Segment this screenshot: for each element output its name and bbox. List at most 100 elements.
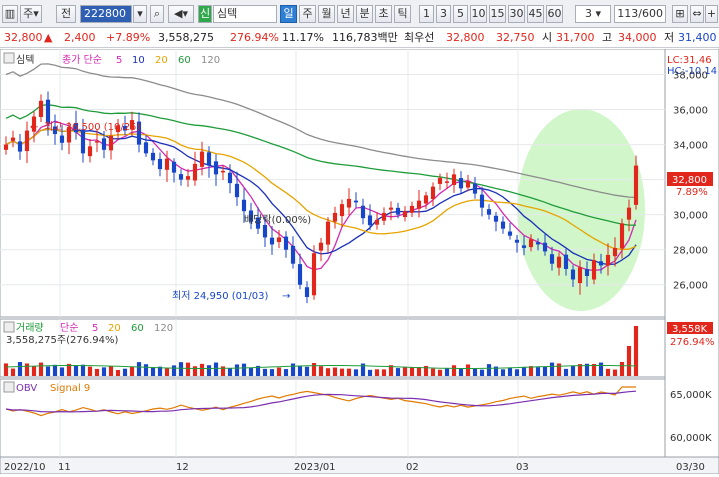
volume-bar [556,363,562,376]
volume-bar [94,368,100,376]
volume-bar [465,364,471,376]
left-arrow-icon: ← [30,122,38,133]
stock-name-field[interactable]: 심텍 [213,5,277,23]
candle-body [38,100,44,117]
interval-30-button[interactable]: 30 [508,5,525,23]
search-icon[interactable]: ⌕ [150,5,164,23]
trade-amount: 116,783백만 [332,31,398,44]
volume-bar [528,366,534,376]
panel-menu-icon[interactable] [3,52,15,64]
volume-bar [213,362,219,376]
candle-body [73,122,79,133]
volume-bar [500,369,506,376]
open-price: 31,700 [556,31,595,44]
candle-body [479,194,485,208]
volume-bar [150,367,156,376]
candle-body [45,99,51,124]
volume-bar [269,369,275,376]
ma-120-line [5,63,637,199]
candle-body [234,183,240,198]
candle-body [171,161,177,173]
volume-bar [395,368,401,376]
compress-icon[interactable]: ⇔ [690,5,704,23]
candle-body [619,223,625,249]
dropdown-icon[interactable]: ▾ [133,5,147,23]
candle-body [409,205,415,213]
period-2-button[interactable]: 월 [318,5,335,23]
low-annotation: 최저 24,950 (01/03) [172,290,268,302]
candle-body [3,144,9,150]
stock-chart-svg[interactable]: 심텍 종가 단순 5 10 20 60 120 LC:31,46 HC:-10,14 3… [0,48,719,475]
candle-body [612,247,618,257]
grid-icon[interactable]: ⊞ [672,5,688,23]
interval-45-button[interactable]: 45 [527,5,544,23]
price-tag-bg [667,172,713,186]
candle-body [423,195,429,204]
candle-body [178,174,184,180]
candle-body [66,127,72,143]
period-4-button[interactable]: 분 [356,5,373,23]
quote-bar: 32,800 ▲ 2,400 +7.89% 3,558,275 276.94% … [0,28,719,48]
candle-body [17,141,23,152]
candle-body [136,121,142,145]
volume-bar [402,366,408,376]
volume-bar [311,363,317,376]
period-1-button[interactable]: 주 [299,5,316,23]
best-ask-label: 최우선 [404,31,435,44]
candle-body [150,152,156,161]
candle-body [94,141,100,143]
candle-body [493,215,499,222]
candle-body [500,221,506,229]
period-0-button[interactable]: 일 [280,5,297,23]
stock-code-input[interactable]: 222800 [80,5,132,23]
add-icon[interactable]: + [705,5,718,23]
volume-bar [220,366,226,376]
high-annotation: 최고 36,500 (10/25) [44,121,140,133]
vol-tag-bg [667,322,713,334]
speaker-icon[interactable]: ◀▾ [168,5,194,23]
obv-menu-icon[interactable] [3,381,15,393]
pct-tag: 7.89% [676,187,708,198]
chart-area[interactable]: 심텍 종가 단순 5 10 20 60 120 LC:31,46 HC:-10,14 3… [0,48,719,475]
up-arrow-icon: ▲ [44,31,53,44]
candle-body [528,239,534,248]
volume-menu-icon[interactable] [3,321,15,333]
volume-bar [605,368,611,376]
volume-bar [577,364,583,376]
y-tick-label: 34,000 [673,141,708,152]
candle-body [143,142,149,154]
volume-bar [157,366,163,376]
volume-bar [73,365,79,376]
candle-body [52,126,58,135]
candle-body [353,200,359,203]
period-6-button[interactable]: 틱 [394,5,411,23]
period-3-button[interactable]: 년 [337,5,354,23]
range-input[interactable]: 113/600 [614,5,666,23]
volume-bar [171,365,177,376]
volume-bar [45,366,51,376]
volume-bar [199,363,205,376]
period-5-button[interactable]: 초 [375,5,392,23]
obv-panel [0,378,666,458]
current-price: 32,800 [4,31,43,44]
interval-60-button[interactable]: 60 [546,5,563,23]
ma-legend-10: 10 [132,55,145,66]
candle-body [297,264,303,285]
candle-body [542,242,548,252]
x-tick-label: 02 [406,462,419,473]
interval-5-button[interactable]: 5 [453,5,468,23]
prefix-select[interactable]: 전 [56,5,76,23]
vol-pct-tag: 276.94% [670,337,715,348]
interval-10-button[interactable]: 10 [470,5,487,23]
chart-type-icon[interactable]: ▥ [2,5,18,23]
candle-body [206,152,212,166]
candle-body [521,245,527,248]
interval-1-button[interactable]: 1 [419,5,434,23]
volume-bar [374,369,380,376]
interval-3-button[interactable]: 3 [436,5,451,23]
interval-15-button[interactable]: 15 [489,5,506,23]
count-select[interactable]: 3 ▾ [575,5,611,23]
type-select[interactable]: 주▾ [20,5,42,23]
lc-label: LC:31,46 [667,55,712,66]
candle-body [584,269,590,276]
